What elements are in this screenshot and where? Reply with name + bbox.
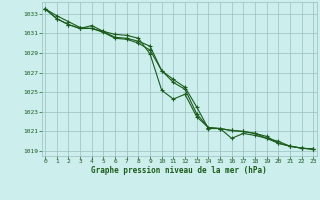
X-axis label: Graphe pression niveau de la mer (hPa): Graphe pression niveau de la mer (hPa) bbox=[91, 166, 267, 175]
